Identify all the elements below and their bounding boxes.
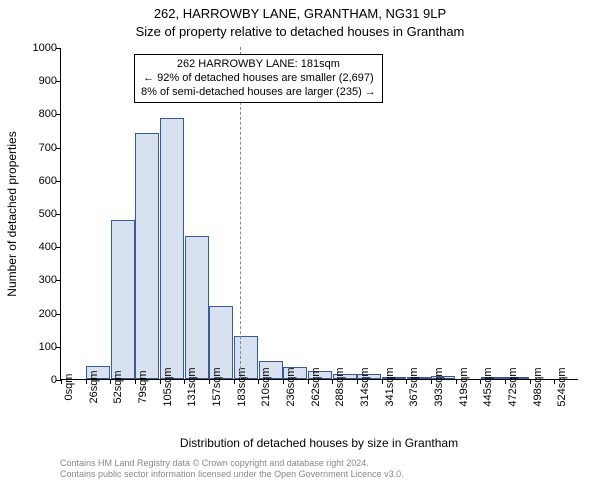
footer-line-2: Contains public sector information licen… (60, 469, 404, 480)
x-tick-label: 52sqm (112, 370, 124, 403)
x-tick-mark (61, 379, 62, 384)
x-tick-label: 157sqm (211, 367, 223, 406)
x-tick-label: 105sqm (162, 367, 174, 406)
histogram-bar (160, 118, 184, 379)
x-tick-mark (234, 379, 235, 384)
annotation-box: 262 HARROWBY LANE: 181sqm← 92% of detach… (134, 54, 383, 103)
y-tick-label: 0 (51, 374, 61, 386)
x-tick-label: 0sqm (63, 374, 75, 401)
y-tick-label: 100 (39, 341, 61, 353)
x-tick-mark (505, 379, 506, 384)
x-tick-label: 498sqm (532, 367, 544, 406)
x-tick-label: 262sqm (310, 367, 322, 406)
title-line-1: 262, HARROWBY LANE, GRANTHAM, NG31 9LP (0, 6, 600, 21)
histogram-bar (185, 236, 209, 379)
annotation-line-1: 262 HARROWBY LANE: 181sqm (141, 58, 376, 72)
x-tick-mark (308, 379, 309, 384)
x-tick-label: 314sqm (359, 367, 371, 406)
x-tick-label: 183sqm (236, 367, 248, 406)
x-tick-mark (135, 379, 136, 384)
y-tick-label: 200 (39, 308, 61, 320)
title-line-2: Size of property relative to detached ho… (0, 24, 600, 39)
x-tick-label: 26sqm (88, 370, 100, 403)
x-tick-mark (357, 379, 358, 384)
x-tick-mark (530, 379, 531, 384)
x-tick-mark (209, 379, 210, 384)
y-tick-label: 700 (39, 142, 61, 154)
x-tick-label: 472sqm (507, 367, 519, 406)
x-axis-label: Distribution of detached houses by size … (60, 436, 578, 450)
x-tick-label: 288sqm (334, 367, 346, 406)
y-tick-label: 900 (39, 75, 61, 87)
y-tick-label: 500 (39, 208, 61, 220)
footer-line-1: Contains HM Land Registry data © Crown c… (60, 458, 404, 469)
x-tick-label: 210sqm (260, 367, 272, 406)
x-tick-mark (86, 379, 87, 384)
x-tick-mark (431, 379, 432, 384)
x-tick-label: 79sqm (137, 370, 149, 403)
x-tick-label: 419sqm (458, 367, 470, 406)
y-tick-label: 300 (39, 274, 61, 286)
plot-area: 010020030040050060070080090010000sqm26sq… (60, 48, 578, 380)
footer-attribution: Contains HM Land Registry data © Crown c… (60, 458, 404, 481)
x-tick-mark (160, 379, 161, 384)
x-tick-label: 236sqm (285, 367, 297, 406)
x-tick-mark (456, 379, 457, 384)
x-tick-label: 524sqm (556, 367, 568, 406)
x-tick-label: 393sqm (433, 367, 445, 406)
y-tick-label: 400 (39, 241, 61, 253)
histogram-bar (111, 220, 135, 379)
annotation-line-3: 8% of semi-detached houses are larger (2… (141, 86, 376, 100)
chart-container: 262, HARROWBY LANE, GRANTHAM, NG31 9LP S… (0, 0, 600, 500)
y-tick-label: 600 (39, 175, 61, 187)
x-tick-mark (382, 379, 383, 384)
y-axis-label: Number of detached properties (5, 131, 19, 296)
histogram-bar (135, 133, 159, 379)
y-tick-label: 1000 (33, 42, 61, 54)
x-tick-mark (283, 379, 284, 384)
x-tick-label: 131sqm (186, 367, 198, 406)
x-tick-label: 445sqm (482, 367, 494, 406)
annotation-line-2: ← 92% of detached houses are smaller (2,… (141, 72, 376, 86)
x-tick-label: 367sqm (408, 367, 420, 406)
y-tick-label: 800 (39, 108, 61, 120)
x-tick-label: 341sqm (384, 367, 396, 406)
